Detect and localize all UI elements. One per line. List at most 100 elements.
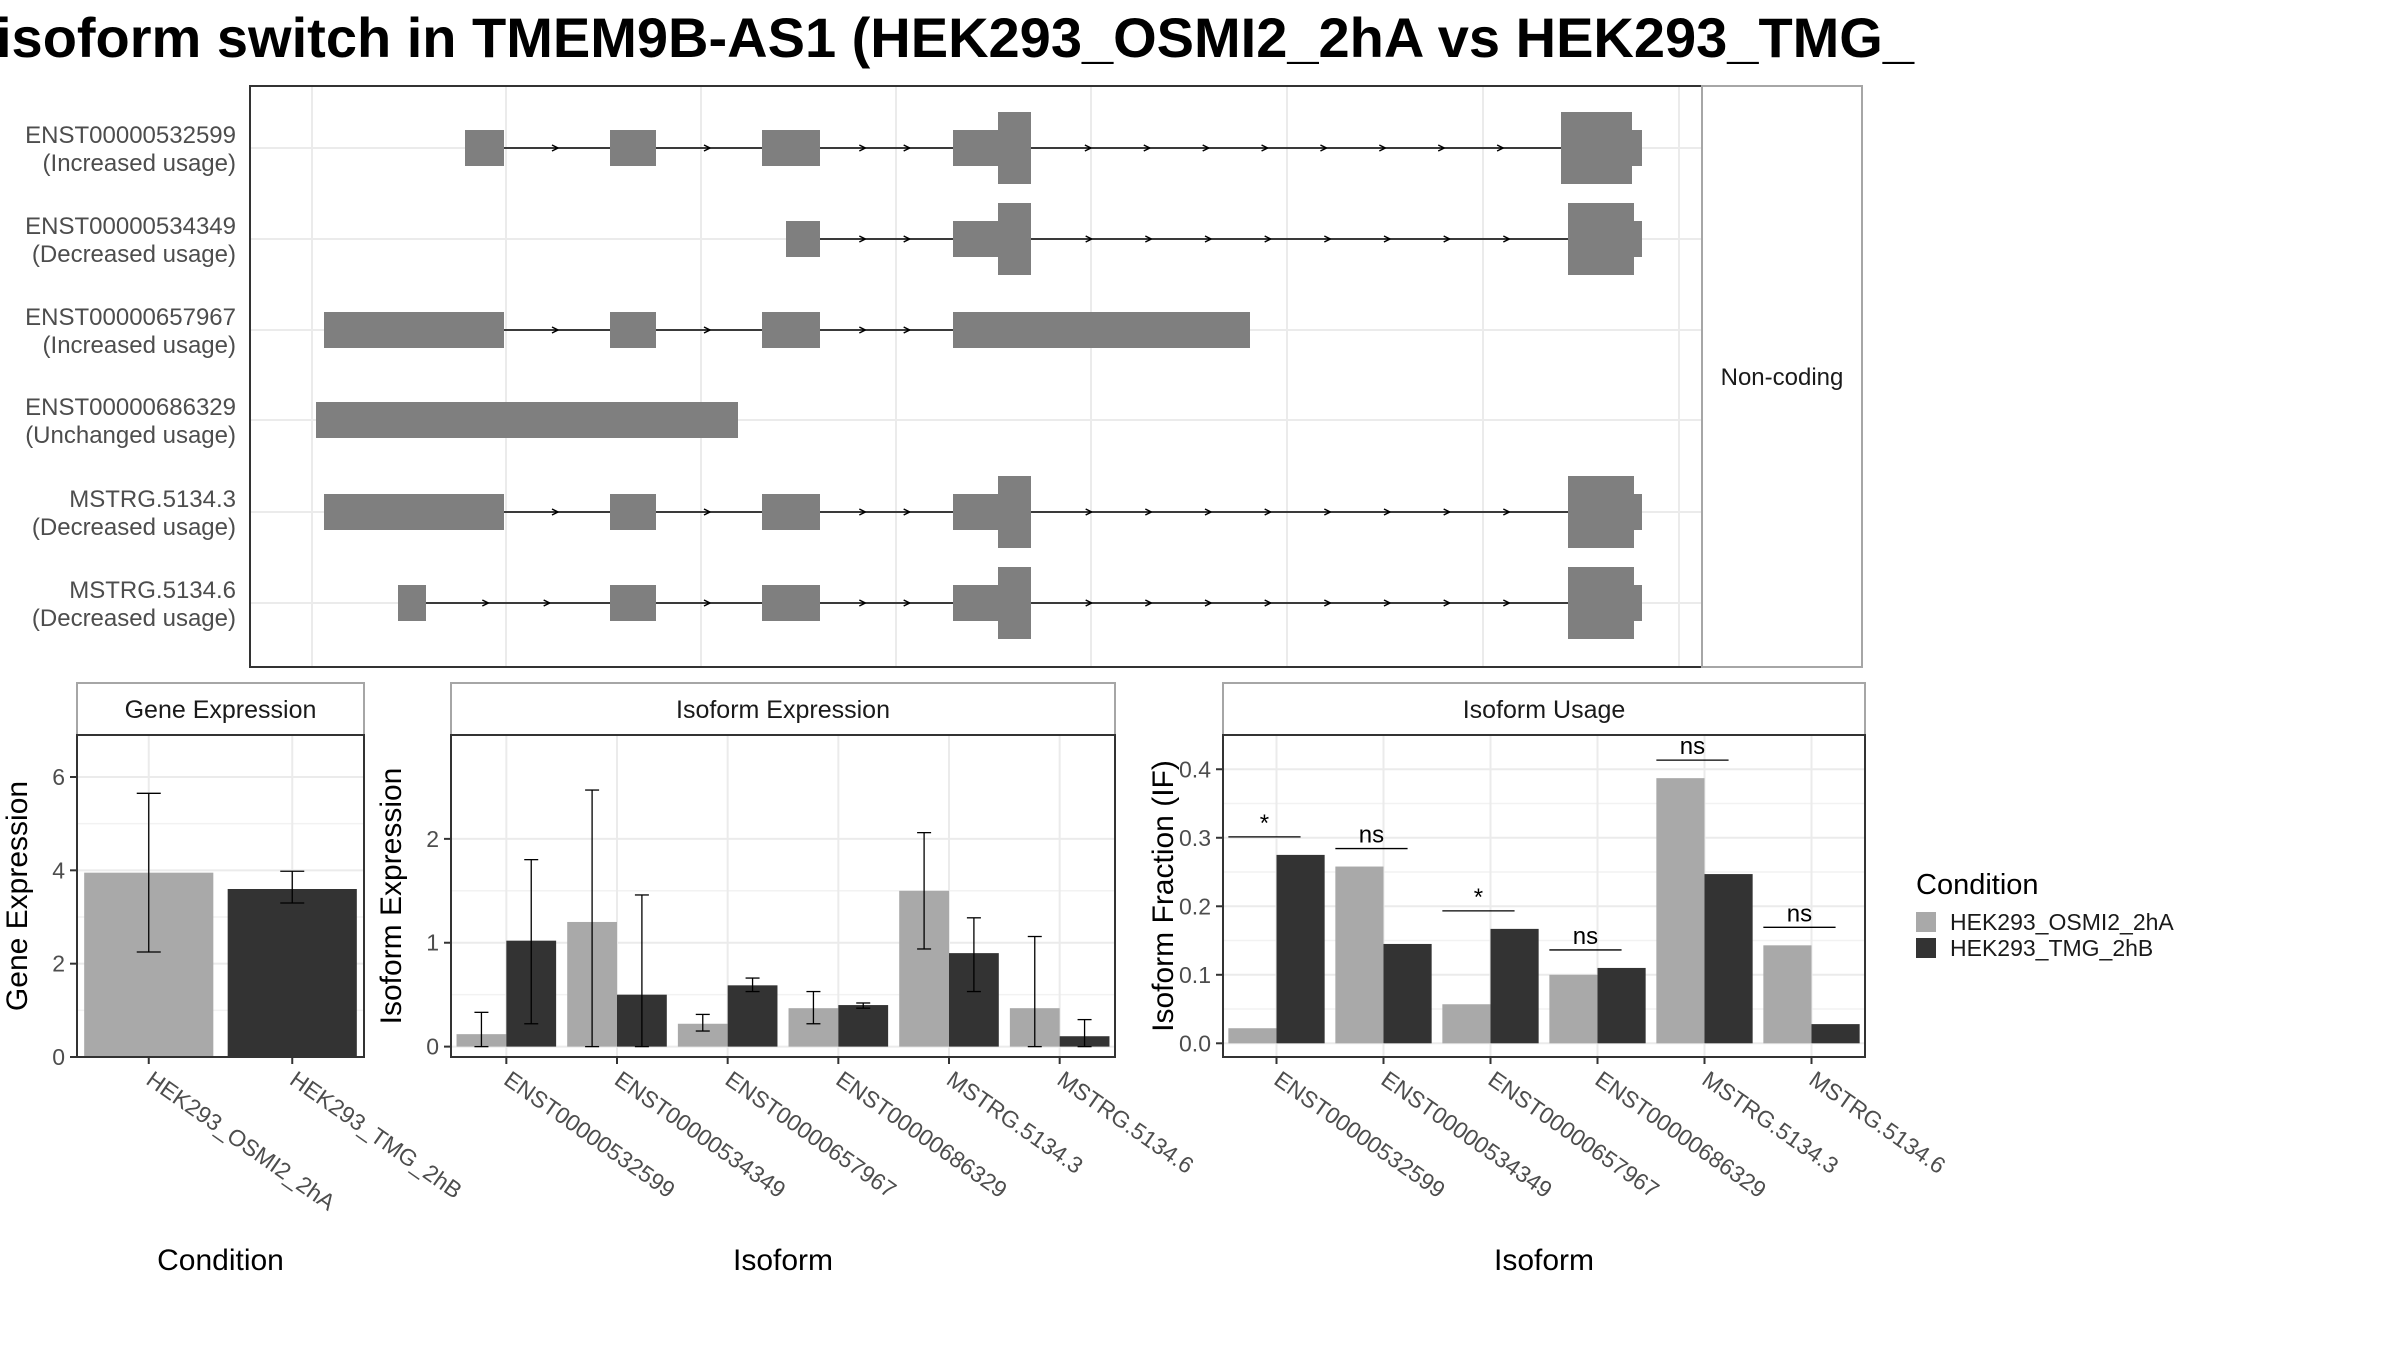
transcript-track <box>465 112 1642 184</box>
cds-exon <box>1561 112 1632 184</box>
legend-label-cond-a: HEK293_OSMI2_2hA <box>1950 909 2174 935</box>
x-axis-title: Isoform <box>1494 1244 1594 1277</box>
significance-label: ns <box>1787 900 1812 927</box>
x-tick-label: ENST00000686329 <box>1591 1066 1771 1203</box>
intron-arrow <box>1143 144 1152 152</box>
utr-exon <box>398 585 426 621</box>
y-tick-label: 0 <box>52 1044 65 1070</box>
intron-arrow <box>1264 235 1273 243</box>
gene-expression-panel: Gene Expression0246HEK293_OSMI2_2hAHEK29… <box>1 682 467 1277</box>
y-tick-label: 0.2 <box>1179 893 1211 919</box>
utr-exon <box>316 402 738 438</box>
intron-arrow <box>903 235 912 243</box>
y-axis-title: Gene Expression <box>1 781 34 1011</box>
intron-arrow <box>858 599 868 607</box>
panel-border <box>1222 734 1866 1058</box>
significance-label: ns <box>1359 822 1384 849</box>
transcript-usage-label: (Increased usage) <box>43 150 236 177</box>
intron-arrow <box>1144 508 1154 516</box>
x-tick-label: ENST00000532599 <box>1270 1066 1450 1203</box>
intron-arrow <box>1204 599 1213 607</box>
intron-arrow <box>903 508 912 516</box>
facet-strip-label: Isoform Expression <box>676 696 890 724</box>
intron-arrow <box>1383 599 1392 607</box>
bar-cond-a <box>1656 778 1705 1044</box>
bar-cond-a <box>677 1023 728 1047</box>
y-tick-label: 0.1 <box>1179 962 1211 988</box>
x-tick-label: ENST00000657967 <box>1484 1066 1664 1203</box>
transcript-usage-label: (Decreased usage) <box>32 605 236 632</box>
intron-arrow <box>1204 235 1213 243</box>
intron-arrow <box>1202 144 1211 152</box>
bar-cond-b <box>1490 928 1539 1044</box>
bar-cond-b <box>1597 967 1646 1044</box>
transcript-usage-label: (Decreased usage) <box>32 514 236 541</box>
utr-exon <box>1634 494 1642 530</box>
intron-arrow <box>1085 508 1094 516</box>
intron-arrow <box>1443 599 1452 607</box>
intron-arrow <box>703 326 712 334</box>
transcript-id-label: ENST00000686329 <box>25 394 236 421</box>
y-tick-label: 0.4 <box>1179 756 1211 782</box>
intron-arrow <box>1502 508 1512 516</box>
intron-arrow <box>1323 508 1333 516</box>
intron-arrow <box>703 599 712 607</box>
bar-cond-a <box>1335 866 1384 1044</box>
isoform-expression-panel: Isoform Expression012ENST00000532599ENST… <box>375 682 1199 1277</box>
intron-arrow <box>703 144 712 152</box>
isoform-usage-panel: Isoform Usage 0.0 0.1 0.2 0.3 0.4 * ns * ns ns ns EN… <box>1147 682 1950 1277</box>
utr-exon <box>762 130 820 166</box>
y-tick-label: 4 <box>52 857 65 883</box>
intron-arrow <box>1264 599 1273 607</box>
intron-arrow <box>1437 144 1446 152</box>
facet-strip-label: Gene Expression <box>125 696 317 724</box>
intron-arrow <box>903 599 912 607</box>
facet-strip <box>1222 682 1866 736</box>
utr-exon <box>953 130 998 166</box>
bar-cond-b <box>1704 874 1753 1044</box>
intron-arrow <box>858 235 868 243</box>
utr-exon <box>610 130 656 166</box>
intron-arrow <box>858 144 868 152</box>
utr-exon <box>1634 585 1642 621</box>
y-tick-label: 2 <box>426 826 439 852</box>
intron-arrow <box>1323 599 1333 607</box>
x-axis-title: Condition <box>157 1244 284 1277</box>
intron-arrow <box>551 144 560 152</box>
bar-cond-b <box>1276 854 1325 1044</box>
legend-label-cond-b: HEK293_TMG_2hB <box>1950 935 2153 961</box>
bar-cond-a <box>1228 1028 1277 1044</box>
cds-exon <box>998 476 1031 548</box>
intron-arrow <box>1323 235 1333 243</box>
intron-arrow <box>551 326 560 334</box>
x-axis-title: Isoform <box>733 1244 833 1277</box>
intron-arrow <box>1204 508 1213 516</box>
x-tick-label: ENST00000534349 <box>1377 1066 1557 1203</box>
y-tick-label: 0.0 <box>1179 1030 1211 1056</box>
bar-cond-a <box>1763 945 1812 1044</box>
intron-arrow <box>1383 508 1392 516</box>
cds-exon <box>998 203 1031 275</box>
significance-label: ns <box>1680 733 1705 760</box>
intron-arrow <box>543 599 552 607</box>
utr-exon <box>762 585 820 621</box>
panel-border <box>76 734 365 1058</box>
utr-exon <box>324 494 504 530</box>
facet-strip-label: Isoform Usage <box>1463 696 1626 724</box>
intron-arrow <box>1264 508 1273 516</box>
intron-arrow <box>1502 599 1512 607</box>
legend-swatch-cond-b <box>1916 938 1936 958</box>
utr-exon <box>762 494 820 530</box>
intron-arrow <box>481 599 491 607</box>
utr-exon <box>1632 130 1642 166</box>
intron-arrow <box>1496 144 1505 152</box>
facet-strip <box>76 682 365 736</box>
intron-arrow <box>1084 144 1093 152</box>
intron-arrow <box>858 508 868 516</box>
y-axis-title: Isoform Expression <box>375 768 408 1025</box>
transcript-usage-label: (Increased usage) <box>43 332 236 359</box>
transcript-track <box>324 312 1250 348</box>
intron-arrow <box>858 326 868 334</box>
y-axis-title: Isoform Fraction (IF) <box>1147 760 1180 1032</box>
